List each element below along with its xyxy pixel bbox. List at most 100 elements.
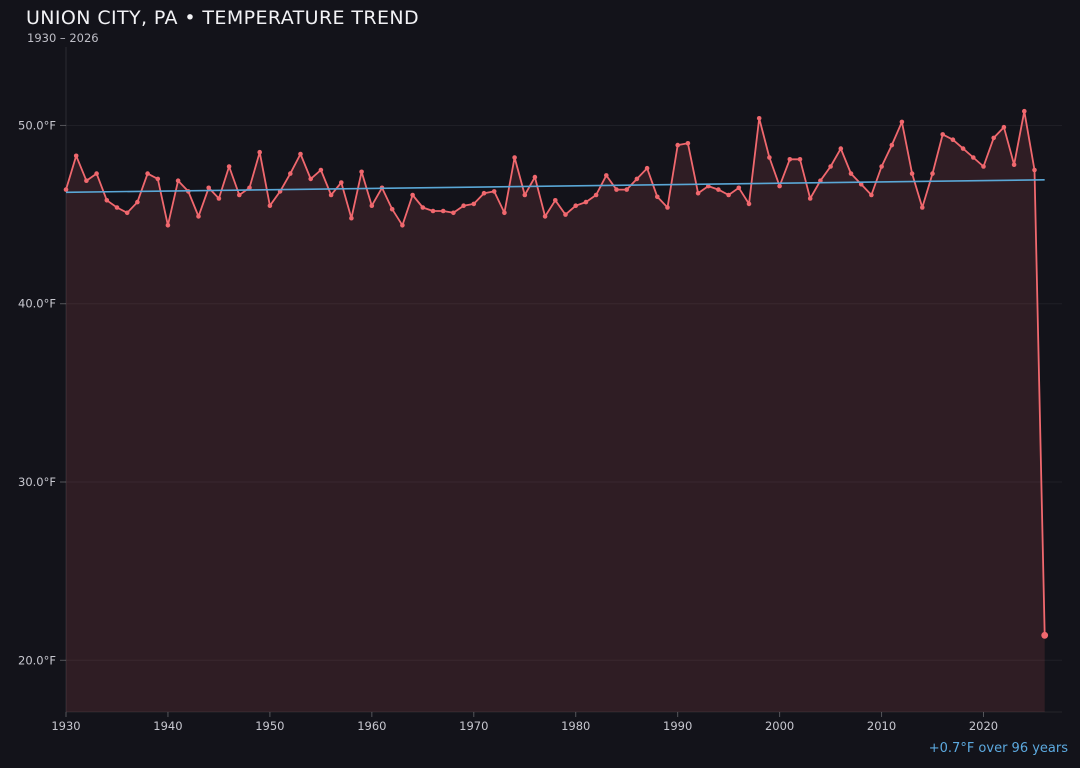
data-point <box>502 210 507 216</box>
y-axis-labels: 50.0°F 40.0°F 30.0°F 20.0°F <box>18 118 56 667</box>
data-point <box>512 155 517 160</box>
data-point <box>563 212 568 217</box>
data-point <box>410 192 415 198</box>
data-point <box>1011 162 1017 167</box>
data-point <box>767 155 772 160</box>
data-point <box>583 199 589 205</box>
data-point <box>950 137 956 142</box>
data-point <box>532 174 538 180</box>
data-point-markers <box>63 108 1049 639</box>
grid-lines <box>66 124 1062 661</box>
data-point <box>593 192 599 198</box>
data-point <box>400 223 405 228</box>
data-point <box>573 203 578 208</box>
data-point <box>777 183 782 189</box>
data-point <box>196 214 201 219</box>
data-point <box>420 205 426 210</box>
data-point <box>838 146 844 151</box>
data-point <box>889 142 895 148</box>
trend-line <box>65 179 1045 194</box>
area-fill <box>66 111 1045 712</box>
data-point <box>991 135 996 141</box>
data-point <box>655 194 660 200</box>
data-point <box>430 208 436 214</box>
data-point <box>339 180 344 185</box>
data-point <box>114 205 120 210</box>
data-point <box>318 167 324 173</box>
data-point <box>634 176 640 182</box>
data-point <box>920 205 925 210</box>
data-point <box>644 165 650 171</box>
data-point <box>84 178 89 183</box>
data-point <box>614 187 619 192</box>
x-tick-label: 1970 <box>459 719 488 733</box>
chart-title: UNION CITY, PA • TEMPERATURE TREND <box>26 7 420 29</box>
x-tick-label: 1980 <box>561 719 590 733</box>
data-point <box>940 132 945 137</box>
data-point <box>389 206 395 212</box>
x-tick-label: 1990 <box>663 719 692 733</box>
data-point <box>675 142 680 148</box>
data-point <box>328 192 334 198</box>
data-point <box>542 214 548 219</box>
x-axis-labels: 1930 1940 1950 1960 1970 1980 1990 2000 2010 2020 <box>51 719 998 733</box>
data-point <box>807 196 813 201</box>
chart-subtitle: 1930 – 2026 <box>27 31 99 45</box>
axis-ticks <box>60 124 985 717</box>
data-point <box>155 176 161 182</box>
data-point <box>818 178 823 183</box>
data-point <box>960 146 966 151</box>
data-point <box>308 176 314 182</box>
axis-spines <box>65 47 1062 713</box>
data-point <box>899 119 905 125</box>
data-point <box>349 215 354 221</box>
data-point <box>971 155 976 160</box>
data-point <box>491 189 497 194</box>
data-point <box>787 157 793 162</box>
x-tick-label: 1950 <box>255 719 284 733</box>
data-point <box>298 151 303 157</box>
data-point <box>1022 108 1027 114</box>
x-tick-label: 2000 <box>765 719 794 733</box>
data-point <box>695 190 701 196</box>
data-point <box>797 157 803 162</box>
data-point <box>237 192 242 198</box>
x-tick-label: 1960 <box>357 719 386 733</box>
data-point <box>736 185 742 191</box>
data-point <box>879 164 884 169</box>
data-point <box>726 192 731 198</box>
data-point <box>706 183 711 189</box>
data-point <box>451 210 456 216</box>
data-point <box>981 164 986 169</box>
data-point <box>175 178 181 183</box>
x-tick-label: 2020 <box>969 719 998 733</box>
data-point <box>471 201 477 207</box>
data-point <box>369 203 375 208</box>
data-point <box>1041 631 1049 639</box>
y-tick-label: 40.0°F <box>18 297 56 311</box>
data-point <box>257 149 263 155</box>
data-point <box>828 164 833 169</box>
data-point <box>522 192 528 198</box>
data-point <box>685 141 691 146</box>
data-point <box>756 116 762 121</box>
data-point <box>553 198 558 203</box>
data-point <box>869 192 874 198</box>
data-point <box>206 185 211 191</box>
data-point <box>104 198 110 203</box>
data-point <box>145 171 150 176</box>
data-point <box>746 201 752 207</box>
data-point <box>226 164 232 169</box>
data-point <box>1032 167 1037 173</box>
trend-annotation: +0.7°F over 96 years <box>928 741 1068 756</box>
data-point <box>359 169 364 175</box>
y-tick-label: 20.0°F <box>18 653 56 667</box>
x-tick-label: 1930 <box>51 719 80 733</box>
data-point <box>440 208 446 214</box>
data-point <box>1001 124 1007 130</box>
data-point <box>481 190 487 196</box>
data-point <box>604 173 609 178</box>
data-point <box>216 196 222 201</box>
